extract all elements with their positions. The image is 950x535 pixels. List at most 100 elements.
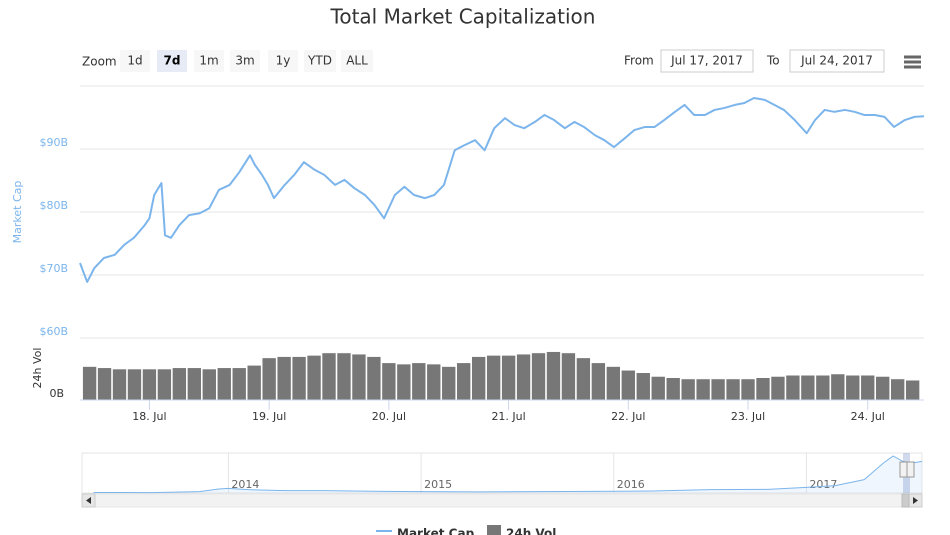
zoom-button[interactable] bbox=[194, 50, 224, 72]
volume-bar bbox=[905, 379, 920, 401]
volume-bar bbox=[187, 367, 202, 401]
y-tick-label: $60B bbox=[39, 325, 68, 338]
to-label: To bbox=[766, 54, 780, 68]
from-input[interactable] bbox=[660, 49, 754, 73]
volume-bar bbox=[142, 368, 157, 401]
market-cap-line bbox=[79, 96, 925, 283]
volume-bar bbox=[82, 366, 97, 401]
volume-bar bbox=[770, 376, 786, 401]
y2-axis-title: 24h Vol bbox=[31, 348, 44, 389]
navigator-tick-label: 2017 bbox=[809, 478, 837, 491]
volume-bar bbox=[665, 377, 681, 401]
zoom-button-label[interactable]: ALL bbox=[346, 54, 368, 68]
x-tick-label: 18. Jul bbox=[132, 410, 166, 423]
x-tick-label: 19. Jul bbox=[252, 410, 286, 423]
zoom-button[interactable] bbox=[268, 50, 298, 72]
zoom-button[interactable] bbox=[304, 50, 336, 72]
volume-bar bbox=[621, 369, 636, 401]
zoom-label: Zoom bbox=[82, 55, 117, 69]
zoom-button[interactable] bbox=[341, 50, 373, 72]
volume-bar bbox=[875, 376, 890, 401]
volume-bar bbox=[411, 362, 427, 401]
volume-bar bbox=[306, 355, 322, 401]
volume-bar bbox=[650, 376, 666, 401]
navigator-area bbox=[93, 456, 922, 493]
volume-bar bbox=[426, 363, 442, 401]
zoom-button[interactable] bbox=[120, 50, 150, 72]
volume-bar bbox=[860, 374, 876, 401]
x-tick-label: 23. Jul bbox=[731, 410, 765, 423]
volume-bar bbox=[216, 367, 232, 401]
volume-bar bbox=[381, 362, 397, 401]
from-value[interactable]: Jul 17, 2017 bbox=[670, 54, 743, 68]
zoom-button-label[interactable]: 3m bbox=[235, 54, 254, 68]
legend-label[interactable]: 24h Vol bbox=[506, 527, 556, 535]
volume-bar bbox=[202, 368, 217, 401]
volume-bar bbox=[680, 378, 696, 401]
volume-bar bbox=[546, 351, 561, 401]
volume-bar bbox=[606, 366, 621, 401]
volume-bar bbox=[501, 355, 516, 401]
navigator-handle[interactable] bbox=[899, 461, 908, 478]
navigator-line bbox=[93, 455, 923, 494]
volume-bar bbox=[591, 362, 606, 401]
x-tick-label: 24. Jul bbox=[851, 410, 885, 423]
navigator-frame bbox=[81, 452, 923, 494]
zoom-button[interactable] bbox=[230, 50, 260, 72]
scrollbar-right-arrow bbox=[913, 497, 918, 504]
volume-bar bbox=[291, 356, 307, 401]
volume-bar bbox=[246, 364, 262, 401]
zoom-button[interactable] bbox=[157, 50, 187, 72]
to-input[interactable] bbox=[789, 49, 885, 73]
legend-label[interactable]: Market Cap bbox=[397, 527, 475, 535]
y-tick-label: $90B bbox=[39, 136, 68, 149]
zoom-button-label[interactable]: 7d bbox=[164, 54, 181, 68]
scrollbar-thumb[interactable] bbox=[901, 493, 910, 508]
volume-bar bbox=[157, 368, 172, 401]
zoom-button-label[interactable]: 1y bbox=[276, 54, 291, 68]
volume-bar bbox=[351, 353, 367, 401]
x-tick-label: 22. Jul bbox=[611, 410, 645, 423]
volume-bar bbox=[845, 374, 861, 401]
volume-bar bbox=[276, 356, 292, 401]
volume-bar bbox=[561, 352, 576, 401]
y2-tick-label: 0B bbox=[49, 387, 64, 400]
navigator-tick-label: 2014 bbox=[231, 478, 259, 491]
volume-bar bbox=[366, 356, 382, 401]
volume-bar bbox=[710, 378, 726, 401]
volume-bar bbox=[740, 378, 756, 401]
volume-bar bbox=[172, 367, 187, 401]
navigator-handle[interactable] bbox=[906, 461, 915, 478]
zoom-button-label[interactable]: YTD bbox=[307, 54, 332, 68]
volume-bar bbox=[725, 378, 741, 401]
volume-bar bbox=[396, 363, 412, 401]
volume-bar bbox=[635, 372, 651, 401]
y-tick-label: $70B bbox=[39, 262, 68, 275]
volume-bar bbox=[336, 352, 352, 401]
scrollbar-track[interactable] bbox=[81, 493, 923, 508]
volume-bar bbox=[531, 352, 546, 401]
to-value[interactable]: Jul 24, 2017 bbox=[800, 54, 873, 68]
volume-bar bbox=[890, 378, 905, 401]
navigator-tick-label: 2016 bbox=[617, 478, 645, 491]
navigator-tick-label: 2015 bbox=[424, 478, 452, 491]
volume-bar bbox=[231, 367, 247, 401]
chart-title: Total Market Capitalization bbox=[330, 5, 596, 29]
volume-bar bbox=[112, 368, 127, 401]
volume-bar bbox=[516, 353, 531, 401]
volume-bar bbox=[800, 374, 816, 401]
volume-bar bbox=[830, 373, 846, 401]
x-tick-label: 21. Jul bbox=[491, 410, 525, 423]
zoom-button-label[interactable]: 1m bbox=[199, 54, 218, 68]
volume-bar bbox=[486, 355, 501, 401]
zoom-button-label[interactable]: 1d bbox=[127, 54, 142, 68]
x-tick-label: 20. Jul bbox=[372, 410, 406, 423]
volume-bar bbox=[321, 352, 337, 401]
from-label: From bbox=[624, 54, 654, 68]
volume-bar bbox=[441, 366, 457, 401]
volume-bar bbox=[755, 377, 771, 401]
volume-bar bbox=[456, 362, 471, 401]
menu-button[interactable] bbox=[900, 52, 924, 72]
legend-symbol[interactable] bbox=[487, 525, 501, 535]
